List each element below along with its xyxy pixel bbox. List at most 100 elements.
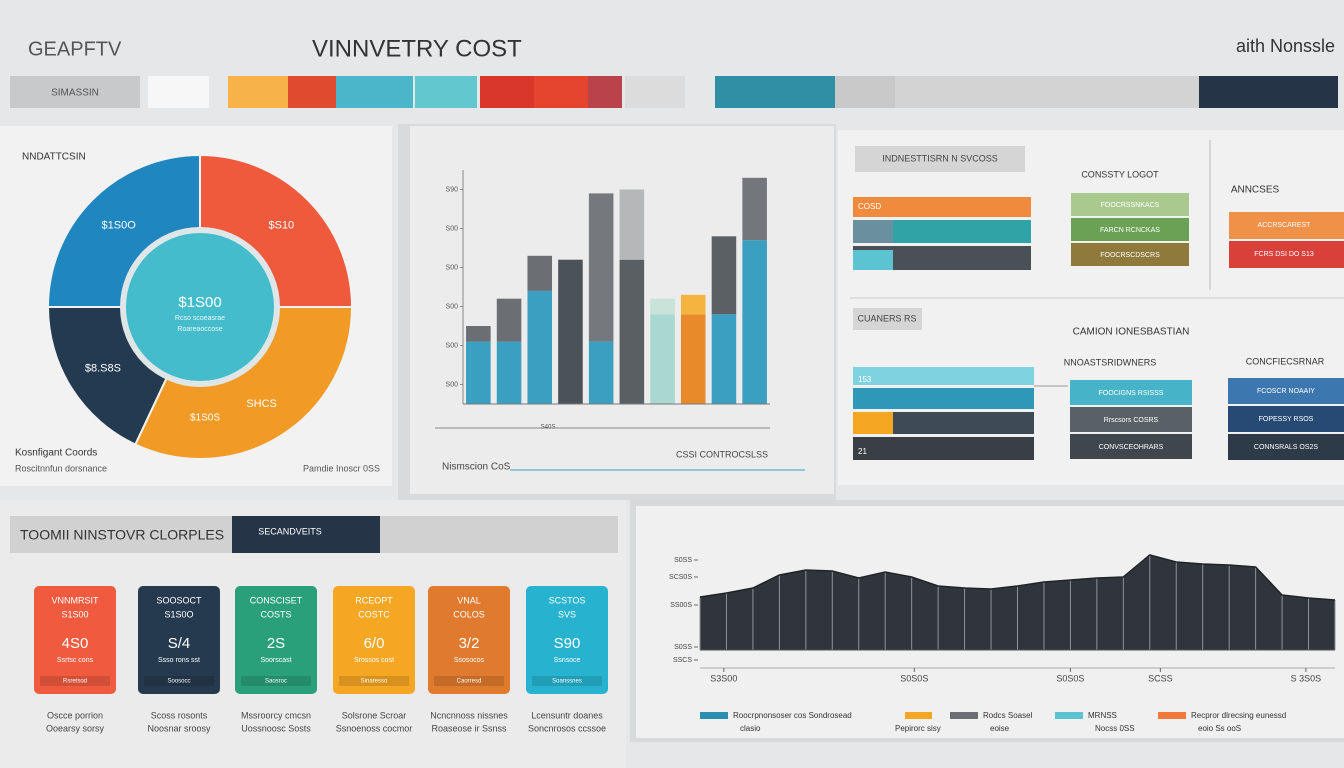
card-caption: Oscce porrion — [47, 710, 103, 720]
nav-tab[interactable] — [148, 76, 209, 108]
nav-tab[interactable] — [415, 76, 477, 108]
card[interactable] — [428, 586, 510, 694]
legend-label: MRNSS — [1088, 711, 1117, 720]
nav-tab[interactable] — [10, 76, 140, 108]
nav-tab[interactable] — [625, 76, 685, 108]
y-tick-label: S00 — [446, 303, 459, 310]
bar — [466, 341, 491, 404]
bar — [558, 259, 583, 404]
panel-title: CUANERS RS — [857, 313, 916, 323]
card-text: Ssosocos — [454, 657, 485, 664]
y-tick-label: SSCS — [673, 657, 692, 664]
bar-block — [893, 412, 1034, 434]
button[interactable] — [1229, 212, 1344, 239]
card-text: SOOSOCT — [156, 595, 202, 605]
center-label: Rcso scoeasrae — [175, 315, 225, 322]
nav-tab[interactable] — [715, 76, 835, 108]
slice-label: SHCS — [246, 398, 277, 410]
slice-label: $8.S8S — [85, 363, 121, 375]
card-text: RCEOPT — [355, 595, 393, 605]
card[interactable] — [333, 586, 415, 694]
header-box — [855, 146, 1025, 172]
bar-block — [853, 437, 1034, 460]
button-label: Rrscsors COSRS — [1104, 417, 1159, 424]
center-label: Roareaoccose — [177, 326, 222, 333]
card-text: 3/2 — [459, 635, 480, 652]
bar — [680, 314, 706, 404]
tab[interactable] — [232, 516, 380, 553]
bar-block — [853, 220, 893, 243]
y-tick-label: S00 — [446, 264, 459, 271]
note: Kosnfigant Coords — [15, 448, 97, 459]
button[interactable] — [1071, 218, 1189, 241]
legend-label: Roocrpnonsoser cos Sondrosead — [733, 711, 852, 720]
card-text: Ssnsoce — [554, 657, 581, 664]
card-text: S1S00 — [61, 609, 88, 619]
button-label: FCRS DSI DO S13 — [1254, 251, 1314, 258]
annotation: CSSI CONTROCSLSS — [676, 449, 768, 459]
button[interactable] — [1228, 434, 1344, 460]
button[interactable] — [1228, 378, 1344, 404]
card-footer — [40, 676, 110, 686]
card-text: S/4 — [168, 635, 191, 652]
search: SIMASSIN — [51, 88, 99, 99]
nav-tab[interactable] — [228, 76, 288, 108]
card-text: SVS — [558, 609, 576, 619]
panel-title: NNDATTCSIN — [22, 152, 86, 163]
bar-block — [853, 220, 1031, 243]
card-caption: Lcensuntr doanes — [531, 710, 603, 720]
card[interactable] — [526, 586, 608, 694]
y-tick-label: S0SS — [674, 644, 692, 651]
bar — [588, 193, 614, 342]
nav-tab[interactable] — [336, 76, 413, 108]
button[interactable] — [1070, 407, 1192, 432]
card-text: Sinaresso — [361, 679, 388, 685]
x-tick-label: S3S00 — [710, 673, 737, 683]
card-text: Rsretsod — [63, 679, 87, 685]
bar — [496, 341, 522, 404]
button[interactable] — [1071, 243, 1189, 266]
button-label: FARCN RCNCKAS — [1100, 227, 1160, 234]
button-label: FOPESSY RSOS — [1259, 416, 1314, 423]
bar-label: 21 — [858, 447, 867, 456]
card[interactable] — [34, 586, 116, 694]
y-tick-label: S00 — [446, 381, 459, 388]
nav-tab[interactable] — [835, 76, 895, 108]
bar — [711, 236, 737, 315]
button-label: FCOSCR NOAAIY — [1257, 388, 1315, 395]
card-caption: Ooearsy sorsy — [46, 723, 105, 733]
button[interactable] — [1229, 241, 1344, 268]
nav-tab[interactable] — [288, 76, 336, 108]
legend-swatch — [950, 712, 978, 719]
nav-tab[interactable] — [1199, 76, 1338, 108]
button-label: FOOCIGNS RSISSS — [1099, 390, 1164, 397]
nav-tab[interactable] — [588, 76, 622, 108]
y-tick-label: SS00S — [670, 602, 692, 609]
button[interactable] — [1070, 434, 1192, 459]
bar — [527, 255, 553, 291]
card-caption: Noosnar sroosy — [147, 723, 211, 733]
nav-tab[interactable] — [895, 76, 1199, 108]
card[interactable] — [235, 586, 317, 694]
annotation: $1S0S — [190, 413, 220, 424]
card-caption: Soncnrosos ccssoe — [528, 723, 606, 733]
button[interactable] — [1228, 406, 1344, 432]
card-caption: Uossnoosc Sosts — [241, 723, 311, 733]
y-tick-label: S0SS — [674, 557, 692, 564]
legend-swatch — [1055, 712, 1083, 719]
card[interactable] — [138, 586, 220, 694]
button[interactable] — [1071, 193, 1189, 216]
nav-tab[interactable] — [534, 76, 588, 108]
card-text: 2S — [267, 635, 285, 652]
button[interactable] — [1070, 380, 1192, 405]
nav-tab[interactable] — [480, 76, 534, 108]
button-label: FOOCRSCDSCRS — [1100, 252, 1160, 259]
card-footer — [532, 676, 602, 686]
bar — [527, 290, 553, 404]
note: Pamdie Inoscr 0SS — [303, 463, 380, 473]
pie-hole — [126, 233, 274, 381]
tab-label: SECANDVEITS — [258, 526, 322, 536]
bar — [711, 314, 737, 404]
